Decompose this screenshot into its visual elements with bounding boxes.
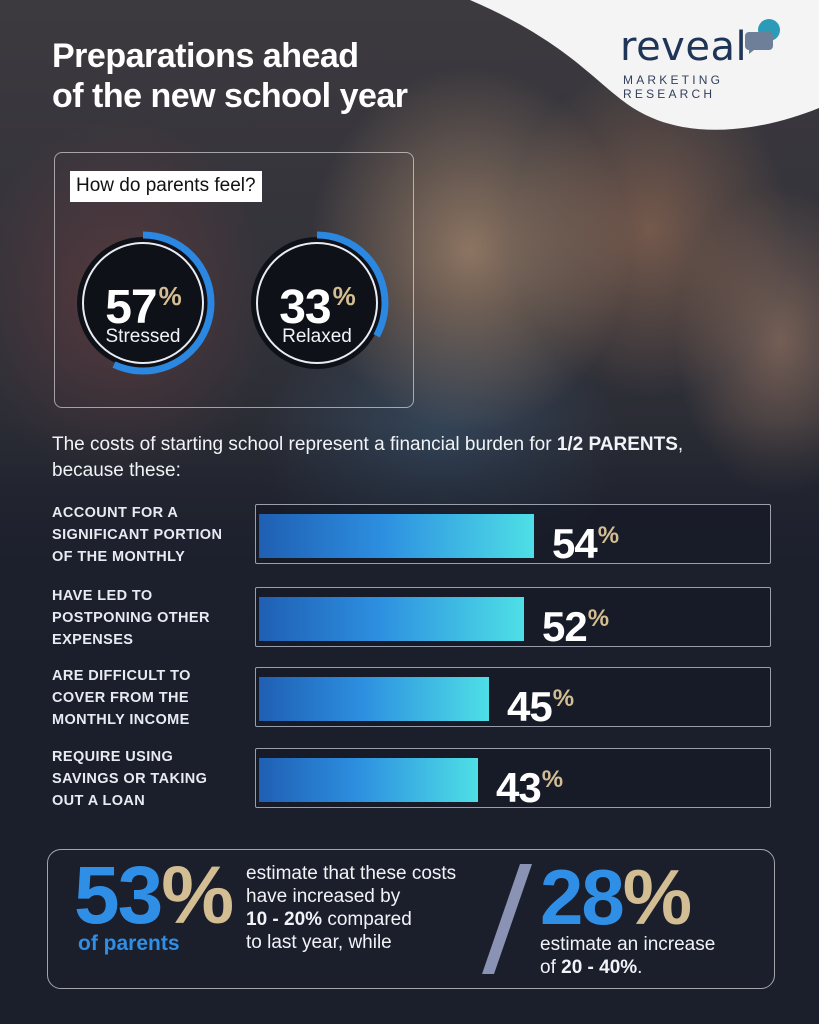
gauge-ring bbox=[71, 231, 215, 375]
stat-53-percent: 53% bbox=[74, 850, 234, 941]
gauge-progress-arc bbox=[71, 231, 215, 375]
estimate-panel bbox=[47, 849, 775, 989]
bar-category-line: ACCOUNT FOR A bbox=[52, 505, 179, 521]
bar-track: 52% bbox=[255, 587, 771, 650]
percent-sign: % bbox=[587, 605, 609, 632]
bar-category-line: EXPENSES bbox=[52, 632, 134, 648]
stat-28-percent: 28% bbox=[540, 853, 692, 941]
of-parents-label: of parents bbox=[78, 932, 180, 955]
bar-value-label: 45% bbox=[507, 683, 574, 730]
logo-subtitle: MARKETING RESEARCH bbox=[623, 73, 743, 101]
logo-sub-line2: RESEARCH bbox=[623, 87, 716, 101]
feelings-panel bbox=[54, 152, 414, 408]
burden-statement: The costs of starting school represent a… bbox=[52, 432, 732, 484]
estimate-right-bold: 20 - 40% bbox=[561, 957, 638, 978]
bar-category-line: REQUIRE USING bbox=[52, 749, 174, 765]
bar-track: 43% bbox=[255, 748, 771, 811]
bar-track: 45% bbox=[255, 667, 771, 730]
gauge-ring bbox=[245, 231, 389, 375]
bar-value-label: 52% bbox=[542, 603, 609, 650]
estimate-left-line: estimate that these costs bbox=[246, 863, 457, 884]
bar-category-line: OUT A LOAN bbox=[52, 793, 146, 809]
bar-category-label: HAVE LED TO POSTPONING OTHER EXPENSES bbox=[52, 585, 252, 651]
percent-sign: % bbox=[552, 685, 574, 712]
bar-category-label: ARE DIFFICULT TO COVER FROM THE MONTHLY IN… bbox=[52, 665, 252, 731]
estimate-left-text: estimate that these costs have increased… bbox=[246, 862, 516, 954]
percent-sign: % bbox=[622, 853, 692, 941]
burden-text: The costs of starting school represent a… bbox=[52, 434, 557, 455]
slash-divider bbox=[482, 864, 532, 974]
gauge-value: 57% bbox=[105, 281, 182, 334]
bar-value-label: 54% bbox=[552, 520, 619, 567]
bar-category-label: REQUIRE USING SAVINGS OR TAKING OUT A LOAN bbox=[52, 746, 252, 812]
gauge-value: 33% bbox=[279, 281, 356, 334]
estimate-right-text: estimate an increase of 20 - 40%. bbox=[540, 933, 770, 979]
bar-category-label: ACCOUNT FOR A SIGNIFICANT PORTION OF THE M… bbox=[52, 502, 252, 568]
bar bbox=[259, 597, 524, 641]
bar-category-line: COVER FROM THE bbox=[52, 690, 189, 706]
percent-sign: % bbox=[541, 766, 563, 793]
bar bbox=[259, 677, 489, 721]
logo-sub-line1: MARKETING bbox=[623, 73, 724, 87]
percent-sign: % bbox=[158, 281, 182, 311]
estimate-right-line: estimate an increase bbox=[540, 934, 716, 955]
percent-sign: % bbox=[161, 850, 234, 941]
burden-highlight: 1/2 PARENTS bbox=[556, 434, 678, 455]
bar-category-line: OF THE MONTHLY bbox=[52, 549, 186, 565]
gauge-label: Relaxed bbox=[282, 326, 352, 347]
feelings-question: How do parents feel? bbox=[70, 171, 262, 202]
title-line-2: of the new school year bbox=[52, 77, 408, 115]
bar bbox=[259, 758, 478, 802]
estimate-left-line: to last year, while bbox=[246, 932, 392, 953]
gauge-stressed: 57% Stressed bbox=[68, 228, 218, 378]
reveal-logo: reveal MARKETING RESEARCH bbox=[620, 18, 790, 108]
estimate-left-line: 10 - 20% compared bbox=[246, 909, 412, 930]
logo-wordmark: reveal bbox=[620, 24, 748, 70]
percent-sign: % bbox=[332, 281, 356, 311]
bar-category-line: POSTPONING OTHER bbox=[52, 610, 210, 626]
gauge-relaxed: 33% Relaxed bbox=[242, 228, 392, 378]
estimate-left-line: have increased by bbox=[246, 886, 401, 907]
bar-category-line: ARE DIFFICULT TO bbox=[52, 668, 191, 684]
burden-text-end: , because these: bbox=[52, 434, 684, 481]
speech-bubble-icon bbox=[745, 19, 780, 54]
logo-wave-shape bbox=[470, 0, 819, 130]
bar-track: 54% bbox=[255, 504, 771, 567]
bar-category-line: MONTHLY INCOME bbox=[52, 712, 190, 728]
bar bbox=[259, 514, 534, 558]
title-line-1: Preparations ahead bbox=[52, 37, 359, 75]
bar-value-label: 43% bbox=[496, 764, 563, 811]
page-title: Preparations ahead of the new school yea… bbox=[52, 36, 472, 116]
estimate-right-line: of 20 - 40%. bbox=[540, 957, 643, 978]
estimate-left-bold: 10 - 20% bbox=[246, 909, 323, 930]
gauge-progress-arc bbox=[245, 231, 389, 375]
bar-category-line: SAVINGS OR TAKING bbox=[52, 771, 208, 787]
bar-category-line: HAVE LED TO bbox=[52, 588, 153, 604]
gauge-label: Stressed bbox=[105, 326, 181, 347]
bar-category-line: SIGNIFICANT PORTION bbox=[52, 527, 223, 543]
percent-sign: % bbox=[597, 522, 619, 549]
